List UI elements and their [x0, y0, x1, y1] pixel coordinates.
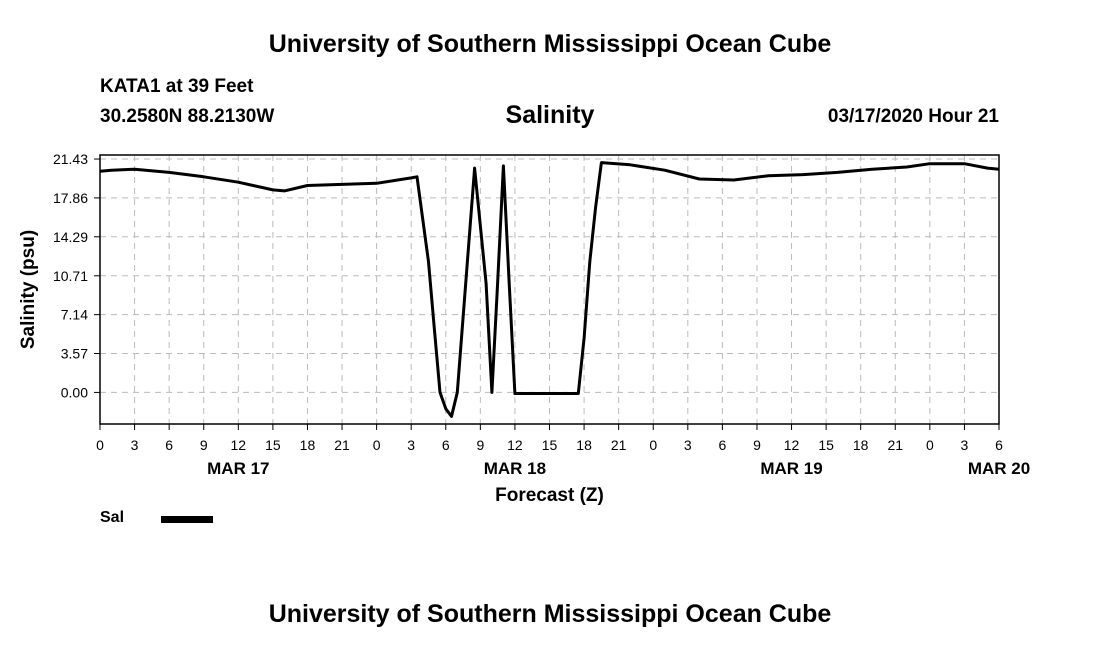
y-tick-label: 7.14 [61, 307, 88, 323]
y-tick-label: 21.43 [53, 151, 88, 167]
x-tick-label: 15 [542, 437, 558, 453]
x-tick-label: 0 [96, 437, 104, 453]
x-tick-label: 12 [507, 437, 523, 453]
y-tick-label: 14.29 [53, 229, 88, 245]
x-tick-label: 0 [649, 437, 657, 453]
x-tick-label: 3 [407, 437, 415, 453]
x-tick-label: 18 [576, 437, 592, 453]
legend-label: Sal [100, 509, 125, 526]
x-tick-label: 6 [165, 437, 173, 453]
date-label: MAR 17 [207, 459, 269, 478]
x-tick-label: 18 [853, 437, 869, 453]
x-tick-label: 15 [265, 437, 281, 453]
chart-title: Salinity [505, 101, 595, 129]
x-tick-label: 15 [818, 437, 834, 453]
x-tick-label: 0 [926, 437, 934, 453]
y-tick-label: 0.00 [61, 384, 88, 400]
x-tick-label: 6 [995, 437, 1003, 453]
x-tick-label: 21 [887, 437, 903, 453]
station-location: 30.2580N 88.2130W [100, 106, 275, 127]
x-tick-label: 9 [200, 437, 208, 453]
date-label: MAR 20 [968, 459, 1030, 478]
x-tick-label: 21 [611, 437, 627, 453]
y-tick-label: 17.86 [53, 190, 88, 206]
x-tick-label: 12 [784, 437, 800, 453]
y-tick-label: 10.71 [53, 268, 88, 284]
x-tick-label: 18 [300, 437, 316, 453]
y-tick-label: 3.57 [61, 346, 88, 362]
run-time: 03/17/2020 Hour 21 [827, 106, 999, 127]
station-name: KATA1 at 39 Feet [100, 76, 254, 97]
x-tick-label: 6 [442, 437, 450, 453]
x-tick-label: 9 [476, 437, 484, 453]
plot-frame [99, 154, 1000, 425]
x-tick-label: 0 [373, 437, 381, 453]
footer-title: University of Southern Mississippi Ocean… [268, 600, 832, 628]
x-tick-label: 6 [718, 437, 726, 453]
x-tick-label: 9 [753, 437, 761, 453]
x-tick-label: 3 [131, 437, 139, 453]
x-tick-label: 12 [231, 437, 247, 453]
page-title: University of Southern Mississippi Ocean… [268, 30, 832, 58]
date-label: MAR 19 [760, 459, 822, 478]
x-tick-label: 3 [684, 437, 692, 453]
legend-swatch [161, 516, 213, 523]
x-axis-label: Forecast (Z) [495, 485, 604, 506]
x-tick-label: 21 [334, 437, 350, 453]
x-tick-label: 3 [961, 437, 969, 453]
y-axis-label: Salinity (psu) [18, 230, 39, 349]
series-line-sal [99, 161, 1000, 418]
date-label: MAR 18 [484, 459, 546, 478]
